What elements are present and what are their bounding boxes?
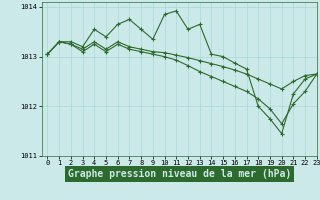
X-axis label: Graphe pression niveau de la mer (hPa): Graphe pression niveau de la mer (hPa)	[68, 169, 291, 179]
